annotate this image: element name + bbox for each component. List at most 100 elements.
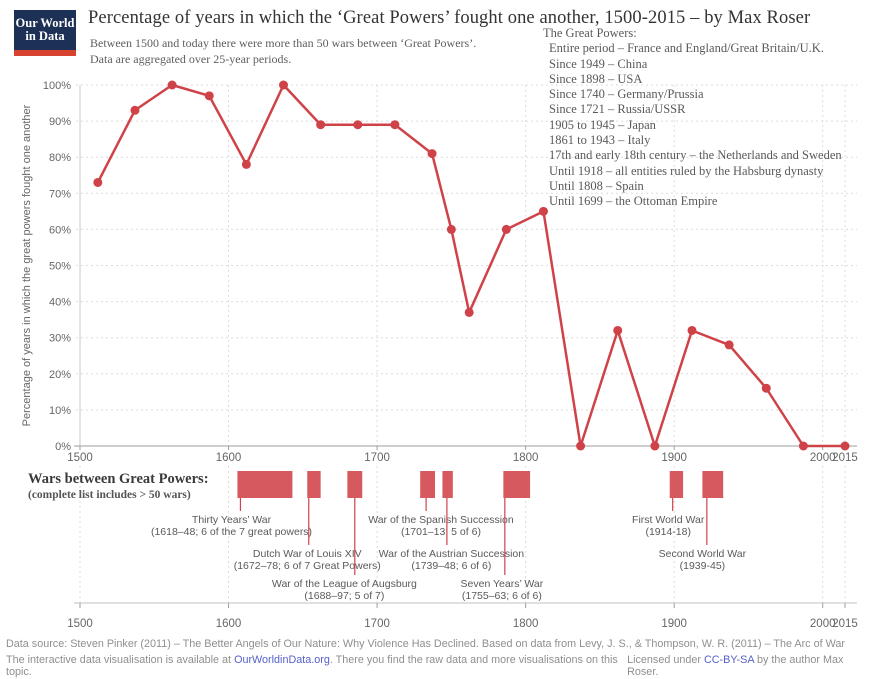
- x-tick-label: 1600: [216, 452, 242, 464]
- bottom-axis-label: 2000: [810, 618, 836, 630]
- war-bar: [503, 471, 531, 498]
- data-point: [613, 325, 623, 335]
- y-tick-label: 30%: [49, 333, 71, 345]
- owid-link[interactable]: OurWorldinData.org: [234, 654, 330, 666]
- data-point: [446, 224, 456, 234]
- x-tick-label: 2015: [832, 452, 858, 464]
- data-point: [390, 120, 400, 130]
- page-title: Percentage of years in which the ‘Great …: [88, 8, 811, 28]
- war-label-name: Second World War: [659, 548, 747, 560]
- x-tick-label: 2000: [810, 452, 836, 464]
- war-label-name: War of the Spanish Succession: [368, 514, 514, 526]
- y-tick-label: 20%: [49, 369, 71, 381]
- footer-license-note: Licensed under CC-BY-SA by the author Ma…: [627, 654, 844, 678]
- war-label-detail: (1701–13; 5 of 6): [401, 526, 481, 538]
- great-powers-heading: The Great Powers:: [543, 26, 637, 40]
- war-label-name: Dutch War of Louis XIV: [253, 548, 362, 560]
- war-label-detail: (1688–97; 5 of 7): [304, 590, 384, 602]
- data-point: [204, 91, 214, 101]
- war-bar: [442, 471, 453, 498]
- data-point: [93, 177, 103, 187]
- data-point: [316, 120, 326, 130]
- great-power-item: 17th and early 18th century – the Nether…: [549, 148, 842, 163]
- y-tick-label: 50%: [49, 261, 71, 273]
- bottom-axis-label: 1700: [364, 618, 390, 630]
- footer-visualisation-note: The interactive data visualisation is av…: [6, 654, 618, 678]
- great-power-item: Since 1898 – USA: [549, 71, 643, 86]
- data-point: [687, 325, 697, 335]
- war-bar: [237, 471, 293, 498]
- data-point: [650, 441, 660, 451]
- great-power-item: Since 1740 – Germany/Prussia: [549, 87, 704, 102]
- y-tick-label: 0%: [55, 441, 71, 453]
- y-tick-label: 60%: [49, 224, 71, 236]
- war-label-name: War of the Austrian Succession: [379, 548, 525, 560]
- y-axis-title: Percentage of years in which the great p…: [21, 104, 33, 426]
- bottom-axis-label: 1600: [216, 618, 242, 630]
- y-tick-label: 100%: [43, 80, 71, 92]
- war-bar: [307, 471, 321, 498]
- data-point: [538, 206, 548, 216]
- y-tick-label: 90%: [49, 116, 71, 128]
- great-power-item: Until 1918 – all entities ruled by the H…: [549, 163, 824, 178]
- war-label-detail: (1755–63; 6 of 6): [462, 590, 542, 602]
- great-powers-legend: The Great Powers: Entire period – France…: [543, 26, 842, 210]
- data-point: [241, 159, 251, 169]
- war-label-detail: (1939-45): [680, 560, 726, 572]
- war-label-name: First World War: [632, 514, 705, 526]
- data-point: [798, 441, 808, 451]
- x-tick-label: 1800: [513, 452, 539, 464]
- data-point: [353, 120, 363, 130]
- data-point: [501, 224, 511, 234]
- war-label-detail: (1914-18): [645, 526, 691, 538]
- y-tick-label: 40%: [49, 297, 71, 309]
- footer-second-line: The interactive data visualisation is av…: [6, 654, 870, 678]
- great-power-item: 1861 to 1943 – Italy: [549, 133, 651, 148]
- x-tick-label: 1700: [364, 452, 390, 464]
- wars-heading-line1: Wars between Great Powers:: [28, 471, 209, 487]
- data-point: [724, 340, 734, 350]
- data-point: [130, 105, 140, 115]
- footer-source-line: Data source: Steven Pinker (2011) – The …: [6, 638, 845, 650]
- bottom-axis-label: 2015: [832, 618, 858, 630]
- great-powers-list: Entire period – France and England/Great…: [543, 41, 842, 209]
- x-tick-label: 1500: [67, 452, 93, 464]
- owid-logo: Our World in Data: [14, 10, 76, 56]
- war-label-detail: (1672–78; 6 of 7 Great Powers): [234, 560, 381, 572]
- x-tick-label: 1900: [661, 452, 687, 464]
- data-point: [167, 80, 177, 90]
- series-line: [96, 83, 845, 448]
- war-label-name: Seven Years’ War: [461, 578, 544, 590]
- data-point: [761, 383, 771, 393]
- wars-timeline-heading: Wars between Great Powers: (complete lis…: [28, 471, 209, 501]
- great-power-item: Entire period – France and England/Great…: [549, 41, 824, 56]
- great-power-item: Until 1808 – Spain: [549, 178, 644, 193]
- y-tick-label: 70%: [49, 188, 71, 200]
- y-tick-label: 80%: [49, 152, 71, 164]
- war-label-name: War of the League of Augsburg: [272, 578, 417, 590]
- war-bar: [347, 471, 363, 498]
- great-power-item: Since 1949 – China: [549, 56, 648, 71]
- chart-subtitle-line1: Between 1500 and today there were more t…: [90, 36, 477, 50]
- war-bar: [669, 471, 684, 498]
- data-point: [279, 80, 289, 90]
- data-point: [427, 149, 437, 159]
- data-point: [464, 307, 474, 317]
- wars-heading-line2: (complete list includes > 50 wars): [28, 489, 191, 501]
- great-power-item: Since 1721 – Russia/USSR: [549, 102, 686, 117]
- war-bar: [420, 471, 436, 498]
- data-point: [840, 441, 850, 451]
- license-link[interactable]: CC-BY-SA: [703, 654, 754, 666]
- bottom-axis-label: 1800: [513, 618, 539, 630]
- war-label-detail: (1739–48; 6 of 6): [411, 560, 491, 572]
- chart-subtitle-line2: Data are aggregated over 25-year periods…: [90, 51, 292, 66]
- y-tick-label: 10%: [49, 405, 71, 417]
- war-label-detail: (1618–48; 6 of the 7 great powers): [151, 526, 312, 538]
- bottom-axis-label: 1900: [661, 618, 687, 630]
- data-point: [576, 441, 586, 451]
- footer: Data source: Steven Pinker (2011) – The …: [6, 638, 870, 678]
- bottom-axis-label: 1500: [67, 618, 93, 630]
- owid-logo-line1: Our World: [15, 15, 75, 30]
